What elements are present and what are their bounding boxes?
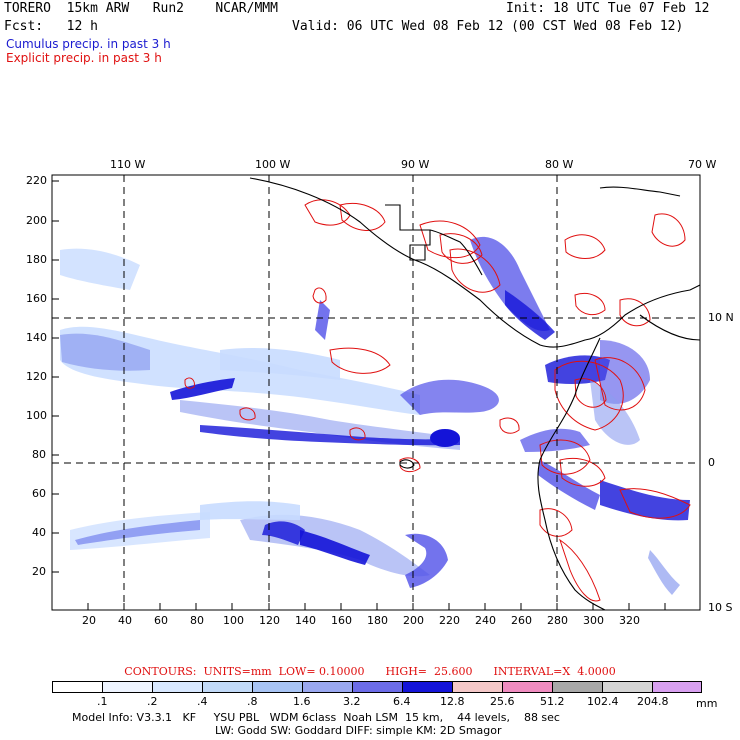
x-tick-label: 180 (367, 614, 388, 627)
model-info: Model Info: V3.3.1 KF YSU PBL WDM 6class… (72, 711, 560, 724)
colorbar-swatch (102, 681, 153, 693)
x-tick-label: 120 (259, 614, 280, 627)
colorbar-label: 51.2 (540, 695, 565, 708)
x-tick-label: 100 (223, 614, 244, 627)
cumulus-legend: Cumulus precip. in past 3 h (6, 37, 171, 51)
lon-label-70w: 70 W (688, 158, 717, 171)
x-tick-label: 260 (511, 614, 532, 627)
physics-info: LW: Godd SW: Goddard DIFF: simple KM: 2D… (215, 724, 502, 737)
contour-info: CONTOURS: UNITS=mm LOW= 0.10000 HIGH= 25… (124, 665, 616, 678)
y-tick-label: 40 (32, 526, 46, 539)
colorbar-label: 3.2 (343, 695, 361, 708)
valid-time: Valid: 06 UTC Wed 08 Feb 12 (00 CST Wed … (292, 19, 684, 34)
lat-label-10s: 10 S (708, 601, 733, 614)
colorbar-swatch (302, 681, 353, 693)
y-tick-label: 100 (26, 409, 47, 422)
colorbar-swatch (352, 681, 403, 693)
colorbar-label: 102.4 (587, 695, 619, 708)
y-tick-label: 80 (32, 448, 46, 461)
x-tick-label: 320 (619, 614, 640, 627)
colorbar-label: 204.8 (637, 695, 669, 708)
colorbar-unit: mm (696, 697, 718, 710)
lon-label-110w: 110 W (110, 158, 146, 171)
colorbar-label: .8 (247, 695, 258, 708)
y-axis-ticks (52, 180, 59, 573)
x-tick-label: 240 (475, 614, 496, 627)
init-time: Init: 18 UTC Tue 07 Feb 12 (506, 1, 710, 16)
y-tick-label: 60 (32, 487, 46, 500)
forecast-hour: Fcst: 12 h (4, 19, 98, 34)
lon-label-100w: 100 W (255, 158, 291, 171)
colorbar-label: 6.4 (393, 695, 411, 708)
y-tick-label: 120 (26, 370, 47, 383)
map-border (51, 174, 701, 611)
y-tick-label: 200 (26, 214, 47, 227)
colorbar-label: 25.6 (490, 695, 515, 708)
y-tick-label: 160 (26, 292, 47, 305)
model-title: TORERO 15km ARW Run2 NCAR/MMM (4, 1, 278, 16)
colorbar-label: .4 (197, 695, 208, 708)
x-tick-label: 160 (331, 614, 352, 627)
x-tick-label: 40 (118, 614, 132, 627)
x-tick-label: 200 (403, 614, 424, 627)
colorbar-label: 1.6 (293, 695, 311, 708)
colorbar-swatch (452, 681, 503, 693)
lat-label-equator: 0 (708, 456, 715, 469)
lat-label-10n: 10 N (708, 311, 734, 324)
colorbar-swatch (602, 681, 653, 693)
colorbar-label: .2 (147, 695, 158, 708)
x-tick-label: 300 (583, 614, 604, 627)
y-tick-label: 180 (26, 253, 47, 266)
x-tick-label: 280 (547, 614, 568, 627)
colorbar-label: 12.8 (440, 695, 465, 708)
y-tick-label: 140 (26, 331, 47, 344)
colorbar-label: .1 (97, 695, 108, 708)
lat-lon-grid (52, 175, 700, 610)
colorbar-swatch (652, 681, 702, 693)
lon-label-80w: 80 W (545, 158, 574, 171)
cumulus-precip-field (60, 236, 690, 595)
x-tick-label: 20 (82, 614, 96, 627)
x-tick-label: 140 (295, 614, 316, 627)
x-tick-label: 80 (190, 614, 204, 627)
colorbar-swatch (252, 681, 303, 693)
explicit-legend: Explicit precip. in past 3 h (6, 51, 162, 65)
lon-label-90w: 90 W (401, 158, 430, 171)
y-tick-label: 220 (26, 174, 47, 187)
x-axis-ticks (87, 603, 666, 610)
x-tick-label: 220 (439, 614, 460, 627)
colorbar-swatch (552, 681, 603, 693)
colorbar-swatch (52, 681, 103, 693)
colorbar-swatch (402, 681, 453, 693)
colorbar-swatch (202, 681, 253, 693)
colorbar-swatch (152, 681, 203, 693)
x-tick-label: 60 (154, 614, 168, 627)
y-tick-label: 20 (32, 565, 46, 578)
colorbar-swatch (502, 681, 553, 693)
explicit-precip-contours (184, 199, 691, 602)
